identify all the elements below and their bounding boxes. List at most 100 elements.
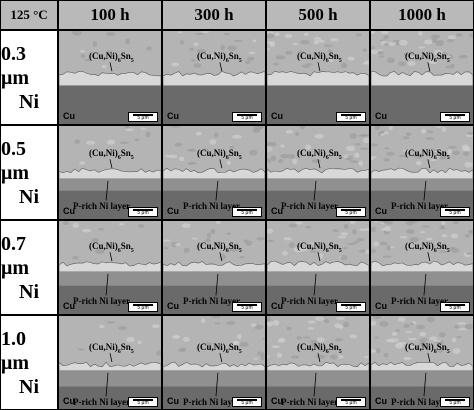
imc-formula-subscript: 6 [225,348,229,355]
imc-formula-subscript: 6 [325,57,329,64]
imc-formula-subscript: 5 [338,348,342,355]
imc-formula-part: (Cu,Ni) [197,241,226,251]
micrograph-panel: (Cu,Ni)6Sn5 P-rich Ni layer Cu 5 μm [266,315,370,410]
imc-label: (Cu,Ni)6Sn5 [89,148,134,161]
imc-formula-part: (Cu,Ni) [89,241,118,251]
imc-formula-part: Sn [228,241,239,251]
imc-formula-subscript: 6 [225,154,229,161]
micrograph-panel: (Cu,Ni)6Sn5 P-rich Ni layer Cu 5 μm [58,220,162,315]
substrate-label: Cu [375,206,387,216]
scale-bar: 5 μm [232,207,262,217]
substrate-label: Cu [167,396,179,406]
imc-formula-subscript: 5 [446,57,450,64]
imc-formula-part: Sn [436,342,447,352]
micrograph-image [59,221,161,314]
substrate-label: Cu [63,396,75,406]
substrate-label: Cu [167,111,179,121]
scale-bar-line [237,304,257,306]
scale-bar-line [445,209,465,211]
scale-bar: 5 μm [440,397,470,407]
scale-bar-line [237,399,257,401]
scale-bar-text: 5 μm [241,115,253,121]
scale-bar-text: 5 μm [137,210,149,216]
micrograph-image [163,221,265,314]
imc-formula-part: Sn [120,342,131,352]
ni-layer-label: P-rich Ni layer [391,296,448,306]
row-thickness: 0.7 μm [1,232,29,279]
row-metal: Ni [19,185,39,208]
ni-layer-label: P-rich Ni layer [391,397,448,407]
ni-layer-label: P-rich Ni layer [281,296,338,306]
micrograph-panel: (Cu,Ni)6Sn5 P-rich Ni layer Cu 5 μm [162,220,266,315]
micrograph-image [59,316,161,409]
imc-label: (Cu,Ni)6Sn5 [197,148,242,161]
imc-label: (Cu,Ni)6Sn5 [197,241,242,254]
imc-formula-subscript: 6 [225,57,229,64]
scale-bar-line [133,209,153,211]
imc-formula-part: (Cu,Ni) [297,241,326,251]
imc-label: (Cu,Ni)6Sn5 [405,148,450,161]
imc-formula-subscript: 5 [130,154,134,161]
imc-formula-part: (Cu,Ni) [297,342,326,352]
scale-bar-text: 5 μm [345,305,357,311]
micrograph-panel: (Cu,Ni)6Sn5 P-rich Ni layer Cu 5 μm [370,125,474,220]
imc-label: (Cu,Ni)6Sn5 [297,342,342,355]
imc-formula-part: (Cu,Ni) [197,342,226,352]
imc-formula-subscript: 5 [238,348,242,355]
imc-formula-subscript: 6 [117,57,121,64]
imc-formula-subscript: 6 [117,348,121,355]
ni-layer-label: P-rich Ni layer [73,296,130,306]
imc-formula-part: Sn [436,51,447,61]
imc-formula-part: (Cu,Ni) [405,148,434,158]
column-header-1000h: 1000 h [370,0,474,30]
row-metal: Ni [19,90,39,113]
column-header-300h: 300 h [162,0,266,30]
scale-bar-line [133,304,153,306]
imc-formula-subscript: 5 [238,247,242,254]
ni-layer-label: P-rich Ni layer [73,201,130,211]
imc-formula-part: (Cu,Ni) [197,51,226,61]
scale-bar-line [237,209,257,211]
micrograph-image [163,316,265,409]
substrate-label: Cu [167,206,179,216]
imc-formula-subscript: 5 [446,154,450,161]
micrograph-panel: (Cu,Ni)6Sn5 Cu 5 μm [266,30,370,125]
imc-formula-subscript: 5 [130,57,134,64]
scale-bar-line [341,399,361,401]
imc-formula-subscript: 6 [325,247,329,254]
scale-bar-text: 5 μm [137,305,149,311]
micrograph-panel: (Cu,Ni)6Sn5 P-rich Ni layer Cu 5 μm [58,315,162,410]
substrate-label: Cu [271,301,283,311]
scale-bar: 5 μm [440,302,470,312]
micrograph-panel: (Cu,Ni)6Sn5 P-rich Ni layer Cu 5 μm [370,315,474,410]
imc-formula-part: (Cu,Ni) [297,51,326,61]
imc-formula-part: (Cu,Ni) [405,241,434,251]
row-thickness: 1.0 μm [1,327,29,374]
scale-bar-text: 5 μm [241,210,253,216]
ni-layer-label: P-rich Ni layer [391,201,448,211]
micrograph-panel: (Cu,Ni)6Sn5 P-rich Ni layer Cu 5 μm [162,315,266,410]
imc-formula-subscript: 6 [225,247,229,254]
micrograph-image [267,31,369,124]
imc-label: (Cu,Ni)6Sn5 [197,51,242,64]
micrograph-panel: (Cu,Ni)6Sn5 P-rich Ni layer Cu 5 μm [266,220,370,315]
imc-formula-part: Sn [228,148,239,158]
imc-formula-part: Sn [328,241,339,251]
imc-formula-subscript: 5 [446,247,450,254]
scale-bar-line [445,114,465,116]
scale-bar-text: 5 μm [345,115,357,121]
ni-layer-label: P-rich Ni layer [281,201,338,211]
substrate-label: Cu [375,111,387,121]
imc-formula-part: Sn [328,51,339,61]
imc-label: (Cu,Ni)6Sn5 [89,342,134,355]
micrograph-panel: (Cu,Ni)6Sn5 P-rich Ni layer Cu 5 μm [162,125,266,220]
scale-bar-line [133,399,153,401]
row-metal: Ni [19,375,39,398]
row-metal: Ni [19,280,39,303]
imc-label: (Cu,Ni)6Sn5 [89,241,134,254]
imc-formula-part: Sn [120,148,131,158]
imc-formula-subscript: 6 [117,247,121,254]
micrograph-panel: (Cu,Ni)6Sn5 P-rich Ni layer Cu 5 μm [266,125,370,220]
imc-formula-part: (Cu,Ni) [405,51,434,61]
